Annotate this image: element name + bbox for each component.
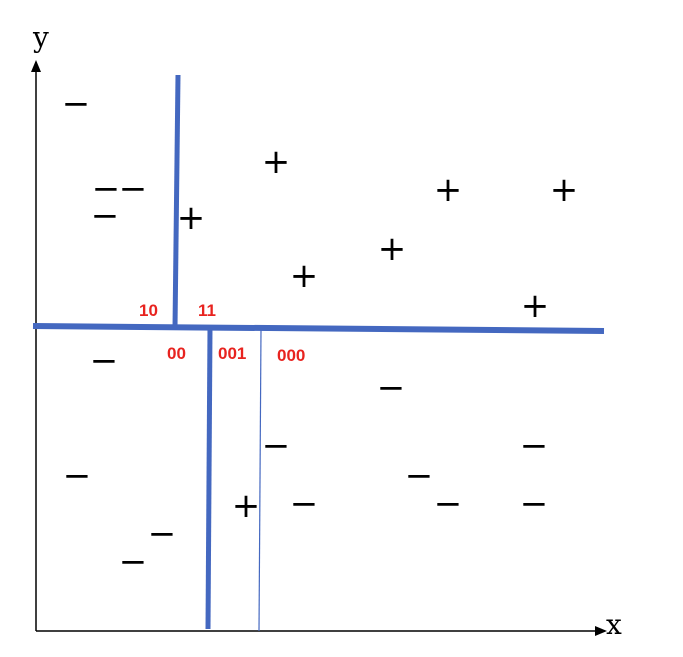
plus-sign: + xyxy=(521,286,550,326)
split-line-horizontal xyxy=(32,323,605,334)
minus-sign: − xyxy=(262,426,291,466)
split-line-vertical-upper xyxy=(172,74,181,329)
minus-sign: − xyxy=(63,456,92,496)
minus-sign: − xyxy=(148,514,177,554)
plus-sign: + xyxy=(262,142,291,182)
x-axis-label: x xyxy=(606,608,622,641)
minus-sign: − xyxy=(92,169,121,209)
region-label-000: 000 xyxy=(277,346,305,365)
minus-sign: − xyxy=(520,426,549,466)
plus-sign: + xyxy=(290,256,319,296)
region-label-11: 11 xyxy=(198,301,216,320)
region-label-001: 001 xyxy=(218,344,246,363)
minus-sign: − xyxy=(119,169,148,209)
plus-sign: + xyxy=(378,229,407,269)
minus-sign: − xyxy=(91,196,120,236)
minus-sign: − xyxy=(119,542,148,582)
plus-sign: + xyxy=(232,486,261,526)
minus-sign: − xyxy=(62,84,91,124)
region-label-10: 10 xyxy=(139,301,158,320)
minus-sign: − xyxy=(434,484,463,524)
split-line-vertical-lower xyxy=(205,327,213,630)
plus-sign: + xyxy=(550,170,579,210)
y-axis-label: y xyxy=(32,21,49,54)
minus-sign: − xyxy=(90,341,119,381)
region-label-00: 00 xyxy=(167,344,186,363)
minus-sign: − xyxy=(290,484,319,524)
minus-sign: − xyxy=(520,484,549,524)
plus-sign: + xyxy=(177,198,206,238)
plus-sign: + xyxy=(434,170,463,210)
minus-sign: − xyxy=(405,456,434,496)
minus-sign: − xyxy=(377,368,406,408)
split-line-vertical-thin xyxy=(258,329,262,632)
